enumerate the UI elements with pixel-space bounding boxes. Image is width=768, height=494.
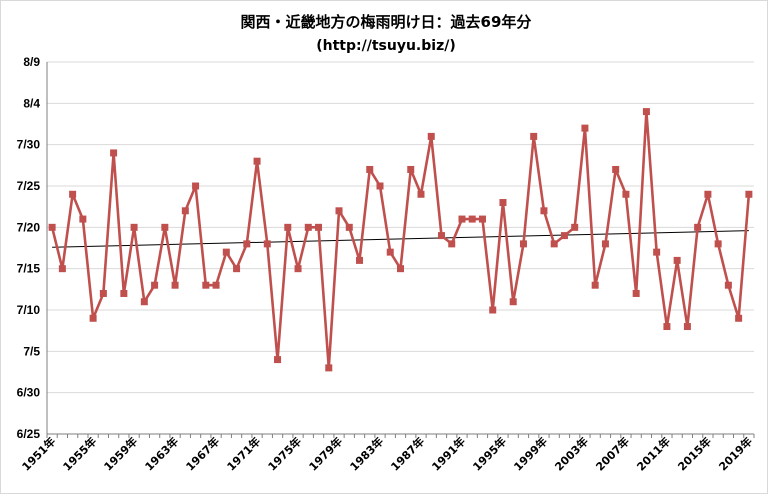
- data-point-marker: 2013: 7/8: [683, 323, 691, 331]
- data-point-marker: 1975: 7/15: [294, 265, 302, 273]
- data-point-marker: 1977: 7/20: [315, 223, 323, 231]
- data-markers: 1951: 7/20 1952: 7/15 1953: 7/24 1954: 7/21…: [48, 108, 753, 372]
- data-point-marker: 2016: 7/18: [714, 240, 722, 248]
- data-point-marker: 1976: 7/20: [304, 223, 312, 231]
- data-point-marker: 2006: 7/27: [612, 165, 620, 173]
- data-point-marker: 1958: 7/12: [120, 289, 128, 297]
- data-point-marker: 1986: 7/27: [407, 165, 415, 173]
- y-tick-label: 7/10: [17, 303, 41, 317]
- data-point-marker: 1984: 7/17: [386, 248, 394, 256]
- data-point-marker: 1989: 7/19: [437, 232, 445, 240]
- data-point-marker: 1991: 7/21: [458, 215, 466, 223]
- data-point-marker: 1961: 7/13: [151, 281, 159, 289]
- y-tick-label: 7/30: [17, 138, 41, 152]
- y-tick-label: 8/4: [23, 96, 40, 110]
- data-point-marker: 1963: 7/13: [171, 281, 179, 289]
- chart-subtitle: (http://tsuyu.biz/): [316, 38, 455, 54]
- data-point-marker: 1998: 7/31: [530, 132, 538, 140]
- data-point-marker: 2007: 7/24: [622, 190, 630, 198]
- data-point-marker: 1954: 7/21: [79, 215, 87, 223]
- data-point-marker: 1956: 7/12: [99, 289, 107, 297]
- y-tick-label: 7/15: [17, 262, 41, 276]
- data-point-marker: 1968: 7/17: [222, 248, 230, 256]
- data-point-marker: 2001: 7/19: [560, 232, 568, 240]
- data-point-marker: 1980: 7/20: [345, 223, 353, 231]
- axes: [46, 62, 755, 438]
- data-point-marker: 2019: 7/24: [745, 190, 753, 198]
- data-point-marker: 1978: 7/3: [325, 364, 333, 372]
- data-point-marker: 2004: 7/13: [591, 281, 599, 289]
- data-point-marker: 2009: 8/3: [642, 108, 650, 116]
- data-point-marker: 2014: 7/20: [694, 223, 702, 231]
- data-point-marker: 1960: 7/11: [140, 298, 148, 306]
- data-point-marker: 1979: 7/22: [335, 207, 343, 215]
- y-tick-label: 8/9: [23, 55, 40, 69]
- data-point-marker: 1971: 7/28: [253, 157, 261, 165]
- data-point-marker: 2010: 7/17: [653, 248, 661, 256]
- data-point-marker: 1967: 7/13: [212, 281, 220, 289]
- y-tick-label: 6/30: [17, 386, 41, 400]
- data-point-marker: 2008: 7/12: [632, 289, 640, 297]
- data-point-marker: 1959: 7/20: [130, 223, 138, 231]
- data-point-marker: 1969: 7/15: [233, 265, 241, 273]
- data-point-marker: 2011: 7/8: [663, 323, 671, 331]
- y-tick-label: 6/25: [17, 427, 41, 441]
- data-point-marker: 1997: 7/18: [519, 240, 527, 248]
- data-point-marker: 1970: 7/18: [243, 240, 251, 248]
- data-point-marker: 1952: 7/15: [58, 265, 66, 273]
- data-point-marker: 1962: 7/20: [161, 223, 169, 231]
- y-tick-label: 7/25: [17, 179, 41, 193]
- data-point-marker: 1987: 7/24: [417, 190, 425, 198]
- data-point-marker: 1993: 7/21: [478, 215, 486, 223]
- data-point-marker: 2017: 7/13: [724, 281, 732, 289]
- data-point-marker: 1955: 7/9: [89, 314, 97, 322]
- data-point-marker: 1985: 7/15: [397, 265, 404, 273]
- data-point-marker: 1974: 7/20: [284, 223, 292, 231]
- data-point-marker: 1972: 7/18: [263, 240, 271, 248]
- data-point-marker: 1992: 7/21: [468, 215, 476, 223]
- data-point-marker: 1983: 7/25: [376, 182, 384, 190]
- data-point-marker: 1982: 7/27: [366, 165, 374, 173]
- data-point-marker: 1966: 7/13: [202, 281, 210, 289]
- data-point-marker: 1996: 7/11: [509, 298, 517, 306]
- data-point-marker: 1990: 7/18: [448, 240, 456, 248]
- data-point-marker: 1999: 7/22: [540, 207, 548, 215]
- data-point-marker: 2003: 8/1: [581, 124, 589, 132]
- data-point-marker: 1964: 7/22: [181, 207, 189, 215]
- data-point-marker: 1994: 7/10: [489, 306, 497, 314]
- data-point-marker: 1951: 7/20: [48, 223, 56, 231]
- data-point-marker: 2002: 7/20: [571, 223, 579, 231]
- data-point-marker: 1965: 7/25: [192, 182, 200, 190]
- data-point-marker: 1973: 7/4: [274, 356, 282, 364]
- data-point-marker: 1981: 7/16: [356, 256, 364, 264]
- data-point-marker: 2012: 7/16: [673, 256, 681, 264]
- data-point-marker: 1995: 7/23: [499, 199, 507, 207]
- data-point-marker: 2000: 7/18: [550, 240, 558, 248]
- y-tick-labels: 6/25 6/30 7/5 7/10 7/15 7/20 7/25 7/30 8/4 8/9: [17, 55, 41, 441]
- data-point-marker: 2015: 7/24: [704, 190, 712, 198]
- chart-title: 関西・近畿地方の梅雨明け日：過去69年分: [241, 13, 532, 31]
- data-point-marker: 1988: 7/31: [427, 132, 435, 140]
- y-tick-label: 7/20: [17, 220, 41, 234]
- y-tick-label: 7/5: [23, 344, 40, 358]
- data-point-marker: 2005: 7/18: [601, 240, 609, 248]
- data-point-marker: 2018: 7/9: [735, 314, 743, 322]
- data-point-marker: 1957: 7/29: [110, 149, 118, 157]
- data-point-marker: 1953: 7/24: [69, 190, 77, 198]
